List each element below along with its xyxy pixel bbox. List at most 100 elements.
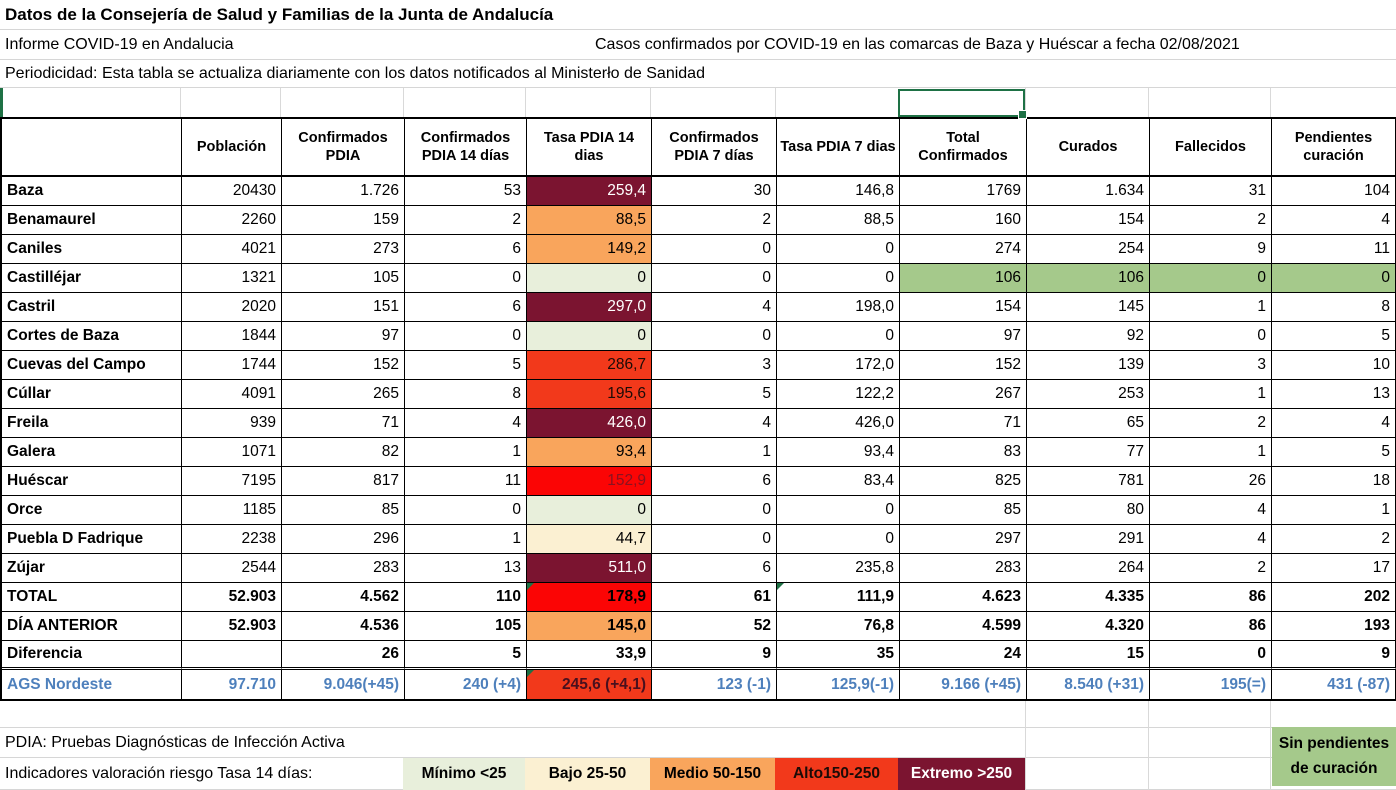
table-cell[interactable]: 3 bbox=[652, 351, 777, 380]
table-cell[interactable]: 286,7 bbox=[527, 351, 652, 380]
legend-item-minimo[interactable]: Mínimo <25 bbox=[403, 758, 525, 790]
table-cell[interactable]: 160 bbox=[900, 206, 1027, 235]
column-header[interactable] bbox=[2, 119, 182, 177]
table-cell[interactable]: 11 bbox=[1272, 235, 1396, 264]
table-cell[interactable]: 106 bbox=[900, 264, 1027, 293]
table-cell[interactable]: 198,0 bbox=[777, 293, 900, 322]
table-cell[interactable]: 123 (-1) bbox=[652, 670, 777, 701]
table-cell[interactable]: 0 bbox=[1272, 264, 1396, 293]
table-cell[interactable]: 1844 bbox=[182, 322, 282, 351]
table-cell[interactable]: 88,5 bbox=[777, 206, 900, 235]
table-cell[interactable]: 825 bbox=[900, 467, 1027, 496]
table-cell[interactable]: 0 bbox=[405, 322, 527, 351]
table-cell[interactable]: 5 bbox=[405, 641, 527, 670]
row-label[interactable]: Cúllar bbox=[2, 380, 182, 409]
row-label[interactable]: TOTAL bbox=[2, 583, 182, 612]
row-label[interactable]: Cortes de Baza bbox=[2, 322, 182, 351]
table-cell[interactable]: 4.320 bbox=[1027, 612, 1150, 641]
table-cell[interactable]: 9 bbox=[652, 641, 777, 670]
table-cell[interactable]: 0 bbox=[777, 496, 900, 525]
table-cell[interactable]: 9 bbox=[1150, 235, 1272, 264]
table-cell[interactable]: 139 bbox=[1027, 351, 1150, 380]
table-cell[interactable]: 511,0 bbox=[527, 554, 652, 583]
row-label[interactable]: Cuevas del Campo bbox=[2, 351, 182, 380]
column-header[interactable]: Curados bbox=[1027, 119, 1150, 177]
report-subtitle[interactable]: Informe COVID-19 en Andalucia bbox=[5, 36, 234, 53]
table-cell[interactable]: 5 bbox=[1272, 438, 1396, 467]
table-cell[interactable]: 202 bbox=[1272, 583, 1396, 612]
table-cell[interactable]: 13 bbox=[1272, 380, 1396, 409]
row-label[interactable]: Puebla D Fadrique bbox=[2, 525, 182, 554]
table-cell[interactable]: 149,2 bbox=[527, 235, 652, 264]
table-cell[interactable]: 4.599 bbox=[900, 612, 1027, 641]
table-cell[interactable]: 172,0 bbox=[777, 351, 900, 380]
periodicity-note[interactable]: Periodicidad: Esta tabla se actualiza di… bbox=[0, 60, 1396, 88]
table-cell[interactable]: 152 bbox=[282, 351, 405, 380]
table-cell[interactable]: 4 bbox=[405, 409, 527, 438]
table-cell[interactable]: 0 bbox=[527, 264, 652, 293]
table-cell[interactable]: 86 bbox=[1150, 583, 1272, 612]
row-label[interactable]: Huéscar bbox=[2, 467, 182, 496]
column-header[interactable]: Población bbox=[182, 119, 282, 177]
table-cell[interactable]: 283 bbox=[900, 554, 1027, 583]
table-cell[interactable]: 77 bbox=[1027, 438, 1150, 467]
column-header[interactable]: Tasa PDIA 14 dias bbox=[527, 119, 652, 177]
table-cell[interactable]: 6 bbox=[652, 554, 777, 583]
table-cell[interactable]: 85 bbox=[282, 496, 405, 525]
table-cell[interactable]: 17 bbox=[1272, 554, 1396, 583]
table-cell[interactable]: 1 bbox=[652, 438, 777, 467]
active-cell-outline[interactable] bbox=[898, 89, 1027, 119]
table-cell[interactable]: 297 bbox=[900, 525, 1027, 554]
column-header[interactable]: Total Confirmados bbox=[900, 119, 1027, 177]
table-cell[interactable]: 20430 bbox=[182, 177, 282, 206]
table-cell[interactable]: 0 bbox=[652, 235, 777, 264]
table-cell[interactable]: 0 bbox=[527, 322, 652, 351]
table-cell[interactable]: 297,0 bbox=[527, 293, 652, 322]
table-cell[interactable]: 125,9(-1) bbox=[777, 670, 900, 701]
table-cell[interactable]: 1 bbox=[405, 525, 527, 554]
table-cell[interactable]: 240 (+4) bbox=[405, 670, 527, 701]
table-cell[interactable]: 1744 bbox=[182, 351, 282, 380]
table-cell[interactable]: 259,4 bbox=[527, 177, 652, 206]
table-cell[interactable]: 93,4 bbox=[527, 438, 652, 467]
table-cell[interactable]: 145 bbox=[1027, 293, 1150, 322]
table-cell[interactable]: 146,8 bbox=[777, 177, 900, 206]
table-cell[interactable]: 7195 bbox=[182, 467, 282, 496]
table-cell[interactable]: 82 bbox=[282, 438, 405, 467]
legend-item-alto[interactable]: Alto150-250 bbox=[775, 758, 898, 790]
table-cell[interactable]: 2238 bbox=[182, 525, 282, 554]
table-cell[interactable]: 86 bbox=[1150, 612, 1272, 641]
table-cell[interactable]: 939 bbox=[182, 409, 282, 438]
table-cell[interactable]: 80 bbox=[1027, 496, 1150, 525]
table-cell[interactable]: 9.046(+45) bbox=[282, 670, 405, 701]
table-cell[interactable]: 4.623 bbox=[900, 583, 1027, 612]
table-cell[interactable]: 18 bbox=[1272, 467, 1396, 496]
table-cell[interactable]: 9 bbox=[1272, 641, 1396, 670]
column-header[interactable]: Confirmados PDIA bbox=[282, 119, 405, 177]
table-cell[interactable]: 0 bbox=[777, 235, 900, 264]
table-cell[interactable]: 9.166 (+45) bbox=[900, 670, 1027, 701]
table-cell[interactable]: 1185 bbox=[182, 496, 282, 525]
table-cell[interactable]: 265 bbox=[282, 380, 405, 409]
table-cell[interactable]: 104 bbox=[1272, 177, 1396, 206]
table-cell[interactable]: 0 bbox=[1150, 264, 1272, 293]
table-cell[interactable]: 4 bbox=[1150, 525, 1272, 554]
row-label[interactable]: Castril bbox=[2, 293, 182, 322]
fill-handle[interactable] bbox=[1018, 110, 1027, 119]
table-cell[interactable]: 264 bbox=[1027, 554, 1150, 583]
table-cell[interactable]: 52.903 bbox=[182, 612, 282, 641]
table-cell[interactable]: 83 bbox=[900, 438, 1027, 467]
table-cell[interactable]: 13 bbox=[405, 554, 527, 583]
table-cell[interactable]: 30 bbox=[652, 177, 777, 206]
table-cell[interactable]: 1.634 bbox=[1027, 177, 1150, 206]
table-cell[interactable]: 6 bbox=[405, 235, 527, 264]
table-cell[interactable]: 245,6 (+4,1) bbox=[527, 670, 652, 701]
table-cell[interactable]: 4 bbox=[652, 409, 777, 438]
table-cell[interactable]: 0 bbox=[777, 264, 900, 293]
table-cell[interactable]: 4.335 bbox=[1027, 583, 1150, 612]
row-label[interactable]: DÍA ANTERIOR bbox=[2, 612, 182, 641]
table-cell[interactable]: 6 bbox=[405, 293, 527, 322]
table-cell[interactable]: 52.903 bbox=[182, 583, 282, 612]
table-cell[interactable]: 273 bbox=[282, 235, 405, 264]
table-cell[interactable]: 1071 bbox=[182, 438, 282, 467]
